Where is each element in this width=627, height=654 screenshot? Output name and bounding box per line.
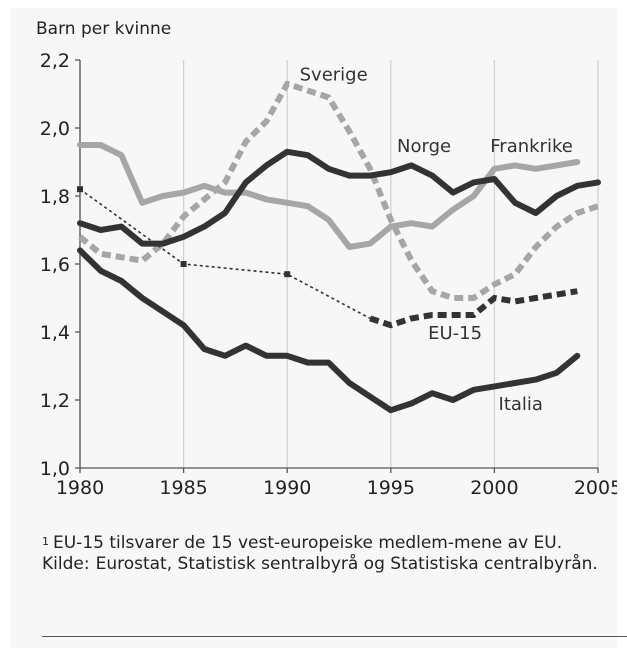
series-labels: Sverige Frankrike EU-15 Italia Norge bbox=[300, 64, 573, 415]
series-label-italia: Italia bbox=[499, 394, 543, 415]
y-axis-label: Barn per kvinne bbox=[36, 19, 171, 39]
series-point-eu-15 bbox=[284, 271, 291, 278]
figure-panel: Barn per kvinne 1,0 1,2 1,4 1,6 1,8 2,0 2,2 198… bbox=[10, 8, 627, 648]
source-label: Kilde: bbox=[42, 554, 90, 574]
x-tick-label: 1995 bbox=[367, 477, 415, 499]
line-chart: Barn per kvinne 1,0 1,2 1,4 1,6 1,8 2,0 2,2 198… bbox=[36, 19, 617, 499]
x-tick-label: 1990 bbox=[263, 477, 311, 499]
series-line-sverige bbox=[78, 80, 599, 301]
series-point-eu-15 bbox=[77, 186, 83, 193]
series-line-eu-15-late bbox=[369, 288, 578, 329]
y-tick-label: 1,6 bbox=[40, 254, 70, 276]
x-tick-label: 2000 bbox=[470, 477, 518, 499]
divider bbox=[42, 636, 627, 637]
series-label-sverige: Sverige bbox=[300, 64, 368, 85]
series-label-eu-15: EU-15 bbox=[428, 323, 482, 344]
footnote: 1 EU-15 tilsvarer de 15 vest-europeiske m… bbox=[42, 533, 612, 575]
footnote-marker: 1 bbox=[42, 535, 49, 548]
y-tick-label: 1,4 bbox=[40, 322, 70, 344]
y-tick-label: 2,2 bbox=[40, 50, 70, 72]
source-text: Eurostat, Statistisk sentralbyrå og Stat… bbox=[95, 554, 598, 574]
series-lines bbox=[77, 80, 601, 414]
x-tick-label: 1985 bbox=[159, 477, 207, 499]
series-line-eu-15-early bbox=[79, 188, 371, 320]
series-label-frankrike: Frankrike bbox=[490, 136, 573, 157]
y-tick-label: 2,0 bbox=[40, 118, 70, 140]
series-point-eu-15 bbox=[180, 261, 187, 267]
y-tick-label: 1,0 bbox=[40, 458, 70, 480]
footnote-text: EU-15 tilsvarer de 15 vest-europeiske me… bbox=[53, 533, 563, 553]
series-label-norge: Norge bbox=[397, 136, 451, 157]
series-line-frankrike bbox=[77, 142, 581, 250]
series-line-norge bbox=[77, 148, 601, 247]
series-line-italia bbox=[77, 247, 581, 414]
y-tick-label: 1,2 bbox=[40, 390, 70, 412]
x-tick-label: 2005 bbox=[574, 477, 617, 499]
axes: 1,0 1,2 1,4 1,6 1,8 2,0 2,2 1980 1985 1990 1995 200… bbox=[40, 50, 617, 499]
x-tick-label: 1980 bbox=[56, 477, 104, 499]
y-tick-label: 1,8 bbox=[40, 186, 70, 208]
